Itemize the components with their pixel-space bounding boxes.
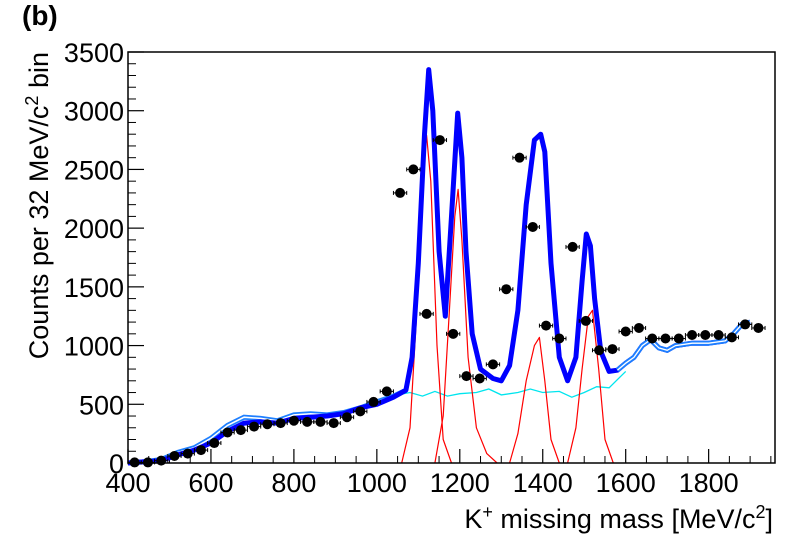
data-point bbox=[408, 164, 419, 175]
data-point bbox=[594, 345, 605, 356]
data-point bbox=[209, 438, 220, 449]
data-point bbox=[328, 418, 339, 429]
data-points bbox=[127, 135, 766, 468]
x-tick-label: 1000 bbox=[347, 468, 407, 498]
data-point bbox=[687, 330, 698, 341]
data-point bbox=[487, 359, 498, 370]
data-point bbox=[315, 416, 326, 427]
total-fit-group bbox=[127, 67, 751, 466]
data-point bbox=[169, 450, 180, 461]
data-point bbox=[421, 308, 432, 319]
data-point bbox=[620, 326, 631, 337]
y-tick-label: 0 bbox=[109, 449, 124, 479]
y-tick-label: 2500 bbox=[64, 155, 124, 185]
panel-label: (b) bbox=[22, 0, 58, 31]
data-point bbox=[355, 406, 366, 417]
tick-labels: 400 600 800 1000 1200 1400 1600 1800 0 500 1000 150… bbox=[64, 38, 739, 498]
data-point bbox=[673, 333, 684, 344]
data-point bbox=[461, 371, 472, 382]
y-tick-label: 3000 bbox=[64, 97, 124, 127]
x-tick-label: 1400 bbox=[513, 468, 573, 498]
data-point bbox=[341, 412, 352, 423]
component-peaks bbox=[177, 134, 775, 464]
x-tick-label: 400 bbox=[105, 468, 150, 498]
x-axis-title: K+ missing mass [MeV/c2] bbox=[464, 502, 773, 534]
data-point bbox=[222, 427, 233, 438]
total-fit-line bbox=[127, 67, 751, 466]
data-point bbox=[713, 330, 724, 341]
y-tick-label: 1000 bbox=[64, 332, 124, 362]
data-point bbox=[647, 333, 658, 344]
y-tick-label: 2000 bbox=[64, 214, 124, 244]
data-point bbox=[633, 322, 644, 333]
data-point bbox=[514, 152, 525, 163]
data-point bbox=[726, 332, 737, 343]
data-point bbox=[368, 396, 379, 407]
data-point bbox=[448, 328, 459, 339]
data-point bbox=[156, 455, 167, 466]
data-point bbox=[660, 333, 671, 344]
x-tick-label: 1600 bbox=[596, 468, 656, 498]
data-point bbox=[474, 373, 485, 384]
data-point bbox=[249, 421, 260, 432]
x-tick-label: 1200 bbox=[430, 468, 490, 498]
data-point bbox=[541, 320, 552, 331]
data-point bbox=[607, 344, 618, 355]
background-curve bbox=[397, 370, 627, 398]
x-tick-label: 600 bbox=[188, 468, 233, 498]
data-point bbox=[740, 319, 751, 330]
component-peak-4 bbox=[567, 309, 614, 464]
plot-frame bbox=[127, 51, 776, 464]
y-tick-label: 3500 bbox=[64, 38, 124, 68]
data-point bbox=[381, 386, 392, 397]
y-tick-label: 1500 bbox=[64, 273, 124, 303]
data-point bbox=[195, 445, 206, 456]
data-point bbox=[275, 418, 286, 429]
data-point bbox=[288, 415, 299, 426]
data-point bbox=[434, 135, 445, 146]
data-point bbox=[302, 416, 313, 427]
data-point bbox=[235, 425, 246, 436]
data-point bbox=[395, 187, 406, 198]
data-point bbox=[567, 241, 578, 252]
data-point bbox=[580, 315, 591, 326]
component-peak-3 bbox=[509, 336, 560, 464]
data-point bbox=[700, 330, 711, 341]
background-curve-group bbox=[397, 370, 627, 398]
data-point bbox=[182, 448, 193, 459]
x-tick-label: 1800 bbox=[679, 468, 739, 498]
data-point bbox=[753, 322, 764, 333]
data-point bbox=[527, 221, 538, 232]
y-axis-title: Counts per 32 MeV/c2 bin bbox=[22, 52, 54, 359]
data-point bbox=[262, 419, 273, 430]
data-point bbox=[554, 333, 565, 344]
data-point bbox=[501, 284, 512, 295]
y-tick-label: 500 bbox=[79, 390, 124, 420]
x-tick-label: 800 bbox=[271, 468, 316, 498]
component-peak-2 bbox=[434, 188, 498, 464]
